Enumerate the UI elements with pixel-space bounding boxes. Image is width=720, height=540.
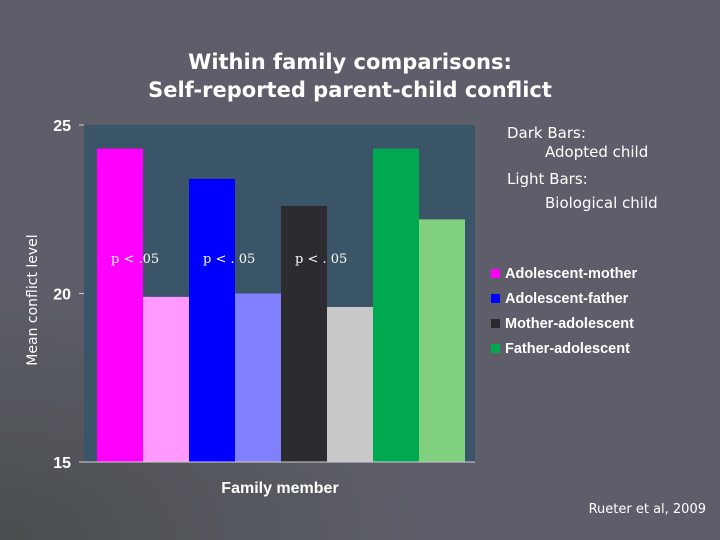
y-tick-label: 20 — [53, 287, 71, 304]
x-axis-label: Family member — [221, 480, 339, 497]
title-line-1: Within family comparisons: — [188, 50, 512, 74]
legend-label: Adolescent-father — [505, 290, 629, 307]
y-axis-label: Mean conflict level — [25, 234, 41, 366]
title-line-2: Self-reported parent-child conflict — [148, 78, 552, 102]
bar-adopted — [189, 178, 235, 463]
bar-biological — [143, 296, 189, 462]
bar-adopted — [281, 205, 327, 462]
significance-label: p < . 05 — [203, 252, 255, 267]
light-bars-label: Light Bars: — [507, 170, 588, 188]
significance-label: p < . 05 — [295, 252, 347, 267]
legend-item: Father-adolescent — [491, 336, 637, 361]
legend-label: Adolescent-mother — [505, 265, 638, 282]
legend-swatch — [491, 319, 500, 328]
y-tick-label: 15 — [53, 455, 71, 472]
citation: Rueter et al, 2009 — [588, 502, 706, 517]
legend-item: Adolescent-mother — [491, 261, 637, 286]
legend-swatch — [491, 269, 500, 278]
dark-bars-value: Adopted child — [545, 143, 649, 161]
legend-label: Father-adolescent — [505, 340, 630, 357]
legend-swatch — [491, 344, 500, 353]
bar-biological — [419, 219, 465, 462]
legend-item: Mother-adolescent — [491, 311, 637, 336]
dark-bars-label: Dark Bars: — [507, 124, 586, 142]
bar-biological — [327, 306, 373, 462]
slide-title: Within family comparisons: Self-reported… — [0, 48, 700, 104]
y-tick-label: 25 — [53, 118, 71, 135]
significance-label: p < .05 — [111, 252, 159, 267]
bar-biological — [235, 293, 281, 462]
legend-label: Mother-adolescent — [505, 315, 634, 332]
chart-legend: Adolescent-mother Adolescent-father Moth… — [491, 261, 637, 361]
bar-adopted — [373, 148, 419, 462]
legend-item: Adolescent-father — [491, 286, 637, 311]
legend-swatch — [491, 294, 500, 303]
light-bars-value: Biological child — [545, 194, 658, 212]
bar-adopted — [97, 148, 143, 462]
